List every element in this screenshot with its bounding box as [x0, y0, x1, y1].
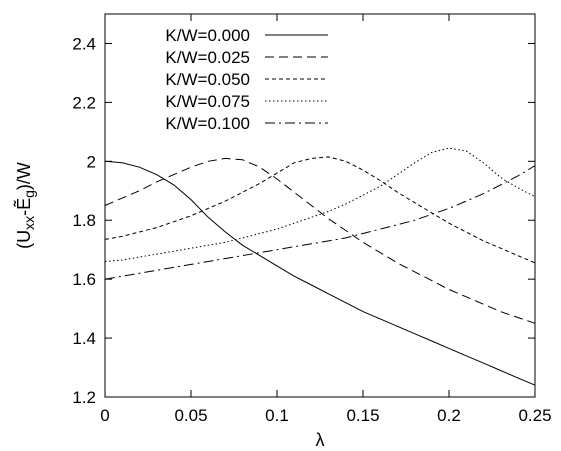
legend-label: K/W=0.000	[165, 26, 250, 45]
y-tick-label: 1.2	[72, 388, 96, 407]
y-axis-label-part: -Ẽ	[13, 198, 34, 216]
series-line	[104, 147, 536, 262]
legend-label: K/W=0.100	[165, 114, 250, 133]
x-axis-label: λ	[316, 430, 325, 450]
series-line	[104, 157, 536, 324]
plot-area: 0 0.05 0.1 0.15 0.2 0.25 1.21.41.61.822.22.4 …	[72, 13, 552, 425]
y-tick-label: 2.2	[72, 93, 96, 112]
y-tick-label: 1.8	[72, 211, 96, 230]
legend-label: K/W=0.075	[165, 92, 250, 111]
legend: K/W=0.000 K/W=0.025 K/W=0.050 K/W=0.075 K/W=…	[165, 26, 328, 133]
x-tick-label: 0	[100, 406, 109, 425]
y-tick-label: 2.4	[72, 34, 96, 53]
y-tick-label: 2	[87, 152, 96, 171]
x-axis: 0 0.05 0.1 0.15 0.2 0.25	[100, 14, 552, 425]
x-tick-label: 0.1	[265, 406, 289, 425]
y-axis-label-part: )/W	[14, 162, 34, 190]
legend-label: K/W=0.050	[165, 70, 250, 89]
y-axis-label-part: (U	[14, 230, 34, 249]
x-tick-label: 0.25	[518, 406, 551, 425]
y-tick-label: 1.6	[72, 270, 96, 289]
y-tick-label: 1.4	[72, 329, 96, 348]
x-tick-label: 0.15	[346, 406, 379, 425]
y-axis: 1.2 1.4 1.6 1.8 2 2.2 2.4	[72, 34, 535, 407]
series-line	[104, 165, 536, 280]
series-group	[104, 147, 536, 386]
x-tick-label: 0.2	[437, 406, 461, 425]
series-line	[104, 156, 536, 264]
y-axis-label-subscript: g	[21, 190, 37, 198]
y-axis-label-subscript: xx	[21, 216, 37, 230]
legend-label: K/W=0.025	[165, 48, 250, 67]
series-line	[104, 160, 536, 386]
x-tick-label: 0.05	[174, 406, 207, 425]
y-axis-label: (Uxx-Ẽg)/W	[13, 162, 37, 249]
